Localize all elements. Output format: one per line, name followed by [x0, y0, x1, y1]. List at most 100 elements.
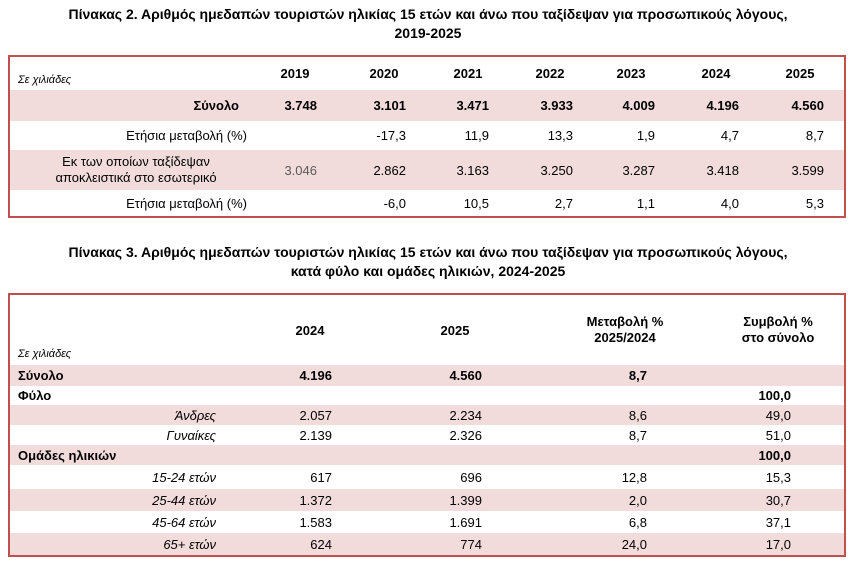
value-cell: [415, 386, 482, 405]
table2: Σε χιλιάδες 2019 2020 2021 2022 2023 202…: [8, 55, 846, 218]
table-row: Φύλο 100,0: [10, 386, 844, 405]
value-cell: 3.163: [456, 162, 489, 178]
value-cell: 2.057: [299, 407, 332, 423]
value-cell: 2,7: [554, 195, 573, 211]
table3-title: Πίνακας 3. Αριθμός ημεδαπών τουριστών ηλ…: [0, 243, 856, 281]
value-cell: 8,6: [628, 407, 647, 423]
value-cell: 4,7: [720, 128, 739, 143]
table3-header-row: 2024 2025 Μεταβολή % 2025/2024 Συμβολή %…: [10, 295, 844, 365]
value-cell: [415, 445, 482, 465]
value-cell: 4,0: [720, 195, 739, 211]
share-header-line2: στο σύνολο: [741, 330, 815, 345]
value-cell: 8,7: [805, 128, 824, 143]
table2-year-header: 2023: [616, 66, 646, 81]
value-cell: 3.471: [456, 98, 489, 113]
value-cell: 4.009: [622, 98, 655, 113]
value-cell: 2.326: [449, 427, 482, 443]
row-label: Εκ των οποίων ταξίδεψαν αποκλειστικά στο…: [30, 150, 242, 190]
value-cell: 15,3: [765, 469, 791, 485]
table3: 2024 2025 Μεταβολή % 2025/2024 Συμβολή %…: [8, 293, 846, 557]
value-cell: 8,7: [628, 427, 647, 443]
table3-share-header: Συμβολή % στο σύνολο: [718, 295, 838, 365]
row-label-line2: αποκλειστικά στο εσωτερικό: [55, 170, 217, 185]
value-cell: 1,1: [636, 195, 655, 211]
table-row: 45-64 ετών 1.583 1.691 6,8 37,1: [10, 511, 844, 533]
row-label: 25-44 ετών: [152, 492, 216, 508]
value-cell: 5,3: [805, 195, 824, 211]
value-cell: 30,7: [765, 492, 791, 508]
value-cell: 1.372: [299, 492, 332, 508]
value-cell: 12,8: [621, 469, 647, 485]
table3-change-header: Μεταβολή % 2025/2024: [565, 295, 685, 365]
value-cell: 37,1: [765, 514, 791, 530]
row-label: 15-24 ετών: [152, 469, 216, 485]
table3-year-header: 2025: [440, 322, 470, 338]
value-cell: 1.399: [449, 492, 482, 508]
value-cell: 3.287: [622, 162, 655, 178]
value-cell: 4.196: [299, 368, 332, 383]
table2-unit-label: Σε χιλιάδες: [18, 73, 72, 86]
value-cell: -17,3: [376, 128, 406, 143]
table-row: Σύνολο 4.196 4.560 8,7: [10, 365, 844, 386]
value-cell: 4.560: [791, 98, 824, 113]
value-cell: 3.046: [284, 162, 317, 178]
value-cell: [265, 445, 332, 465]
row-label: Σύνολο: [18, 368, 64, 383]
table-row: Ετήσια μεταβολή (%) -17,3 11,9 13,3 1,9 …: [10, 121, 844, 150]
value-cell: 49,0: [765, 407, 791, 423]
table-row: 15-24 ετών 617 696 12,8 15,3: [10, 465, 844, 489]
table-row: Ετήσια μεταβολή (%) -6,0 10,5 2,7 1,1 4,…: [10, 190, 844, 216]
value-cell: 8,7: [628, 368, 647, 383]
value-cell: 3.101: [373, 98, 406, 113]
table2-title: Πίνακας 2. Αριθμός ημεδαπών τουριστών ηλ…: [0, 5, 856, 43]
row-label: Γυναίκες: [166, 427, 216, 443]
value-cell: 24,0: [621, 536, 647, 552]
table-row: Εκ των οποίων ταξίδεψαν αποκλειστικά στο…: [10, 150, 844, 190]
value-cell: 3.933: [540, 98, 573, 113]
value-cell: 100,0: [758, 388, 791, 403]
table2-year-header: 2022: [535, 66, 565, 81]
value-cell: 11,9: [464, 128, 489, 143]
value-cell: 774: [460, 536, 482, 552]
share-header-line1: Συμβολή %: [743, 314, 813, 329]
value-cell: [580, 386, 647, 405]
table2-year-header: 2019: [280, 66, 310, 81]
row-label: 65+ ετών: [163, 536, 216, 552]
value-cell: [737, 365, 791, 386]
value-cell: 624: [310, 536, 332, 552]
table-row: Άνδρες 2.057 2.234 8,6 49,0: [10, 405, 844, 425]
value-cell: -6,0: [383, 195, 406, 211]
value-cell: [250, 121, 317, 150]
value-cell: 3.599: [791, 162, 824, 178]
table-row: 65+ ετών 624 774 24,0 17,0: [10, 533, 844, 555]
change-header-line2: 2025/2024: [594, 330, 656, 345]
table3-title-line2: κατά φύλο και ομάδες ηλικιών, 2024-2025: [290, 263, 566, 279]
table3-title-line1: Πίνακας 3. Αριθμός ημεδαπών τουριστών ηλ…: [68, 244, 788, 260]
table-row: 25-44 ετών 1.372 1.399 2,0 30,7: [10, 489, 844, 511]
value-cell: 2,0: [628, 492, 647, 508]
row-label: 45-64 ετών: [152, 514, 216, 530]
value-cell: 617: [310, 469, 332, 485]
value-cell: 4.560: [449, 368, 482, 383]
table3-unit-label: Σε χιλιάδες: [18, 348, 72, 360]
table-row: Γυναίκες 2.139 2.326 8,7 51,0: [10, 425, 844, 445]
value-cell: 3.748: [284, 98, 317, 113]
value-cell: 1.583: [299, 514, 332, 530]
value-cell: 1,9: [636, 128, 655, 143]
value-cell: 17,0: [765, 536, 791, 552]
row-label: Ετήσια μεταβολή (%): [126, 195, 247, 211]
table2-year-header: 2020: [369, 66, 399, 81]
row-label: Φύλο: [18, 388, 52, 403]
table2-title-line1: Πίνακας 2. Αριθμός ημεδαπών τουριστών ηλ…: [68, 6, 788, 22]
row-label: Ομάδες ηλικιών: [18, 447, 117, 463]
value-cell: 3.418: [706, 162, 739, 178]
table2-title-line2: 2019-2025: [394, 25, 462, 41]
table2-year-header: 2024: [701, 66, 731, 81]
value-cell: 3.250: [540, 162, 573, 178]
table2-header-row: Σε χιλιάδες 2019 2020 2021 2022 2023 202…: [10, 57, 844, 90]
table-row: Ομάδες ηλικιών 100,0: [10, 445, 844, 465]
value-cell: 696: [460, 469, 482, 485]
value-cell: 4.196: [706, 98, 739, 113]
value-cell: 6,8: [628, 514, 647, 530]
row-label: Σύνολο: [193, 98, 239, 113]
